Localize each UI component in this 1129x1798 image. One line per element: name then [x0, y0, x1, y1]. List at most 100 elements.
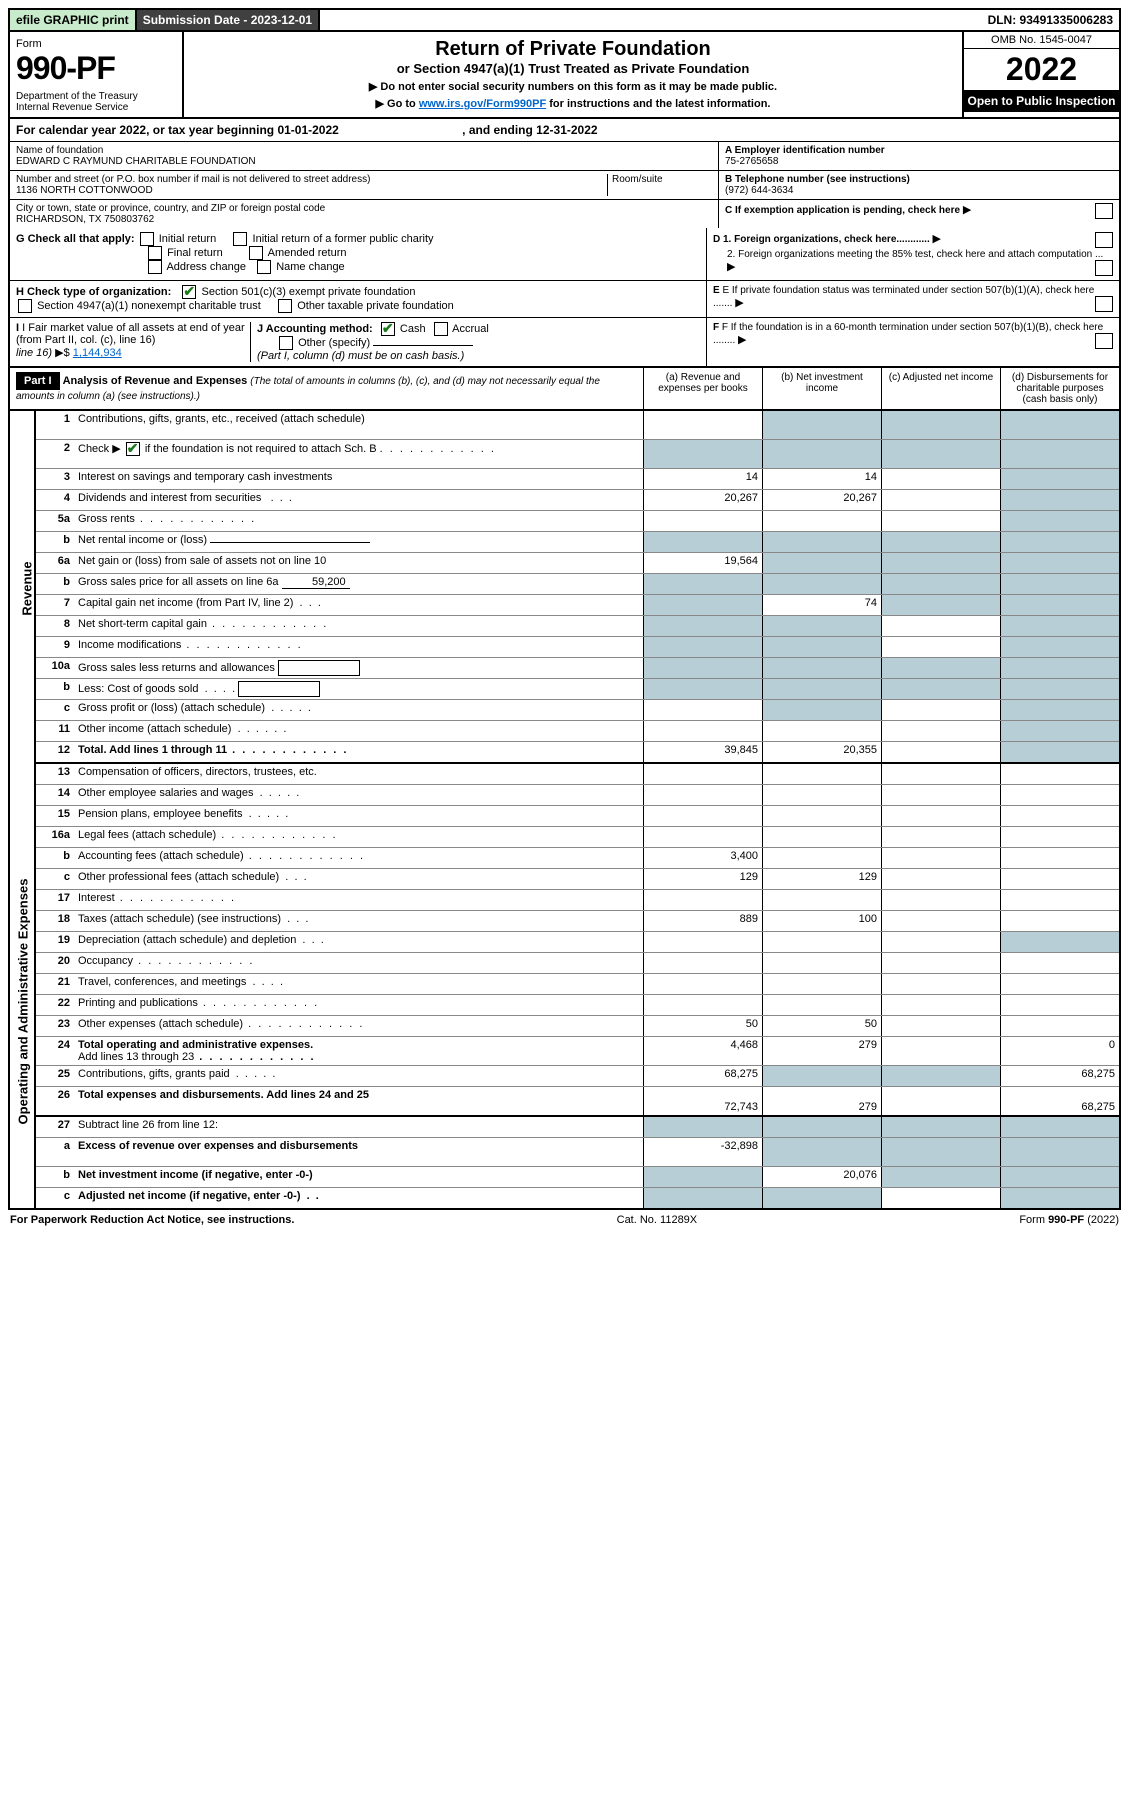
- phone-label: B Telephone number (see instructions): [725, 174, 1113, 185]
- d2-checkbox[interactable]: [1095, 260, 1113, 276]
- instr-1: ▶ Do not enter social security numbers o…: [190, 80, 956, 93]
- cash-checkbox[interactable]: [381, 322, 395, 336]
- d1-checkbox[interactable]: [1095, 232, 1113, 248]
- form-ref: Form 990-PF (2022): [1019, 1214, 1119, 1226]
- omb-number: OMB No. 1545-0047: [964, 32, 1119, 49]
- foundation-name: EDWARD C RAYMUND CHARITABLE FOUNDATION: [16, 156, 712, 167]
- phone-value: (972) 644-3634: [725, 185, 1113, 196]
- line-24: Total operating and administrative expen…: [74, 1037, 643, 1065]
- d1-label: D 1. Foreign organizations, check here..…: [713, 234, 930, 245]
- room-suite-label: Room/suite: [607, 174, 712, 196]
- top-bar: efile GRAPHIC print Submission Date - 20…: [8, 8, 1121, 32]
- line-10c: Gross profit or (loss) (attach schedule)…: [74, 700, 643, 720]
- efile-print-button[interactable]: efile GRAPHIC print: [10, 10, 137, 30]
- open-inspection: Open to Public Inspection: [964, 90, 1119, 112]
- col-c-header: (c) Adjusted net income: [881, 368, 1000, 409]
- form-subtitle: or Section 4947(a)(1) Trust Treated as P…: [190, 61, 956, 76]
- other-taxable-checkbox[interactable]: [278, 299, 292, 313]
- line-16a: Legal fees (attach schedule): [74, 827, 643, 847]
- line-4: Dividends and interest from securities .…: [74, 490, 643, 510]
- line-6b: Gross sales price for all assets on line…: [74, 574, 643, 594]
- line-20: Occupancy: [74, 953, 643, 973]
- line-19: Depreciation (attach schedule) and deple…: [74, 932, 643, 952]
- line-13: Compensation of officers, directors, tru…: [74, 764, 643, 784]
- line-2: Check ▶ if the foundation is not require…: [74, 440, 643, 468]
- line-12: Total. Add lines 1 through 11: [74, 742, 643, 762]
- final-return-checkbox[interactable]: [148, 246, 162, 260]
- col-b-header: (b) Net investment income: [762, 368, 881, 409]
- fmv-value: 1,144,934: [73, 347, 122, 359]
- form-label: Form: [16, 38, 42, 50]
- line-11: Other income (attach schedule) . . . . .…: [74, 721, 643, 741]
- line-25: Contributions, gifts, grants paid . . . …: [74, 1066, 643, 1086]
- ein-value: 75-2765658: [725, 156, 1113, 167]
- part-1-title: Analysis of Revenue and Expenses: [63, 375, 248, 387]
- i-label: I Fair market value of all assets at end…: [16, 322, 245, 346]
- line-27a: Excess of revenue over expenses and disb…: [74, 1138, 643, 1166]
- line-27c: Adjusted net income (if negative, enter …: [74, 1188, 643, 1208]
- revenue-side-label: Revenue: [10, 411, 36, 764]
- j-note: (Part I, column (d) must be on cash basi…: [257, 350, 464, 362]
- line-17: Interest: [74, 890, 643, 910]
- line-8: Net short-term capital gain: [74, 616, 643, 636]
- address-change-checkbox[interactable]: [148, 260, 162, 274]
- line-21: Travel, conferences, and meetings . . . …: [74, 974, 643, 994]
- name-label: Name of foundation: [16, 145, 712, 156]
- d2-label: 2. Foreign organizations meeting the 85%…: [727, 249, 1103, 260]
- dept-treasury: Department of the TreasuryInternal Reven…: [16, 91, 176, 113]
- line-5a: Gross rents: [74, 511, 643, 531]
- submission-date: Submission Date - 2023-12-01: [137, 10, 320, 30]
- line-14: Other employee salaries and wages . . . …: [74, 785, 643, 805]
- city-state-zip: RICHARDSON, TX 750803762: [16, 214, 712, 225]
- line-3: Interest on savings and temporary cash i…: [74, 469, 643, 489]
- part-1-header: Part I: [16, 372, 60, 390]
- addr-label: Number and street (or P.O. box number if…: [16, 174, 607, 185]
- j-label: J Accounting method:: [257, 323, 373, 335]
- accrual-checkbox[interactable]: [434, 322, 448, 336]
- line-10a: Gross sales less returns and allowances: [74, 658, 643, 678]
- line-16b: Accounting fees (attach schedule): [74, 848, 643, 868]
- e-label: E If private foundation status was termi…: [713, 285, 1094, 309]
- instr-2: ▶ Go to www.irs.gov/Form990PF for instru…: [190, 97, 956, 110]
- 501c3-checkbox[interactable]: [182, 285, 196, 299]
- line-16c: Other professional fees (attach schedule…: [74, 869, 643, 889]
- e-checkbox[interactable]: [1095, 296, 1113, 312]
- ein-label: A Employer identification number: [725, 145, 1113, 156]
- line-1: Contributions, gifts, grants, etc., rece…: [74, 411, 643, 439]
- 4947a1-checkbox[interactable]: [18, 299, 32, 313]
- c-label: C If exemption application is pending, c…: [725, 205, 960, 216]
- initial-return-checkbox[interactable]: [140, 232, 154, 246]
- irs-link[interactable]: www.irs.gov/Form990PF: [419, 98, 546, 110]
- city-label: City or town, state or province, country…: [16, 203, 712, 214]
- pra-notice: For Paperwork Reduction Act Notice, see …: [10, 1214, 294, 1226]
- line-5b: Net rental income or (loss): [74, 532, 643, 552]
- other-method-checkbox[interactable]: [279, 336, 293, 350]
- line-7: Capital gain net income (from Part IV, l…: [74, 595, 643, 615]
- line-22: Printing and publications: [74, 995, 643, 1015]
- tax-year: 2022: [964, 49, 1119, 90]
- g-label: G Check all that apply:: [16, 233, 135, 245]
- line-9: Income modifications: [74, 637, 643, 657]
- col-a-header: (a) Revenue and expenses per books: [643, 368, 762, 409]
- name-change-checkbox[interactable]: [257, 260, 271, 274]
- line-18: Taxes (attach schedule) (see instruction…: [74, 911, 643, 931]
- page-footer: For Paperwork Reduction Act Notice, see …: [8, 1210, 1121, 1230]
- amended-return-checkbox[interactable]: [249, 246, 263, 260]
- line-10b: Less: Cost of goods sold . . . .: [74, 679, 643, 699]
- line-27b: Net investment income (if negative, ente…: [74, 1167, 643, 1187]
- street-address: 1136 NORTH COTTONWOOD: [16, 185, 607, 196]
- col-d-header: (d) Disbursements for charitable purpose…: [1000, 368, 1119, 409]
- line-23: Other expenses (attach schedule): [74, 1016, 643, 1036]
- line-26: Total expenses and disbursements. Add li…: [74, 1087, 643, 1115]
- line-6a: Net gain or (loss) from sale of assets n…: [74, 553, 643, 573]
- initial-former-checkbox[interactable]: [233, 232, 247, 246]
- line-15: Pension plans, employee benefits . . . .…: [74, 806, 643, 826]
- form-title: Return of Private Foundation: [190, 38, 956, 61]
- form-header: Form 990-PF Department of the TreasuryIn…: [8, 32, 1121, 119]
- c-checkbox[interactable]: [1095, 203, 1113, 219]
- expenses-side-label: Operating and Administrative Expenses: [10, 764, 36, 1208]
- sch-b-checkbox[interactable]: [126, 442, 140, 456]
- dln: DLN: 93491335006283: [982, 10, 1119, 30]
- f-checkbox[interactable]: [1095, 333, 1113, 349]
- form-number: 990-PF: [16, 50, 176, 87]
